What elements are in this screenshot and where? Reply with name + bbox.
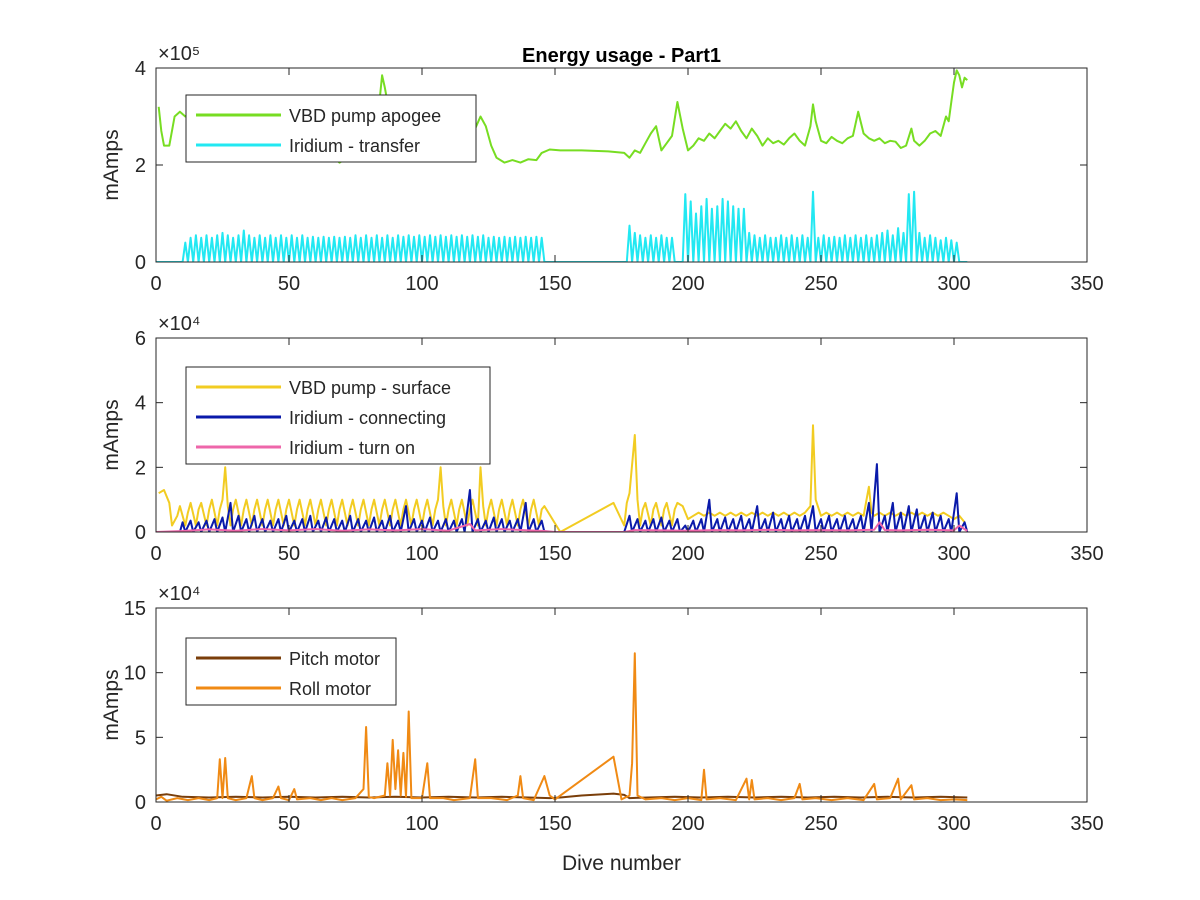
y-tick-label: 0	[135, 792, 146, 814]
series-line-3	[156, 521, 968, 532]
series-line-2	[156, 652, 968, 802]
axis-exponent: ×10⁴	[158, 583, 201, 605]
y-tick-label: 0	[135, 522, 146, 544]
x-tick-label: 350	[1070, 813, 1103, 835]
y-axis-label: mAmps	[100, 669, 123, 740]
y-tick-label: 2	[135, 155, 146, 177]
legend: Pitch motor Roll motor	[185, 637, 397, 706]
x-tick-label: 150	[538, 543, 571, 565]
y-axis-label: mAmps	[100, 129, 123, 200]
x-tick-label: 200	[671, 273, 704, 295]
x-tick-label: 150	[538, 273, 571, 295]
y-tick-label: 4	[135, 393, 146, 415]
x-tick-label: 100	[405, 543, 438, 565]
series-line-1	[156, 792, 968, 800]
legend: VBD pump apogee Iridium - transfer	[185, 94, 477, 163]
legend-label-1: VBD pump apogee	[289, 106, 441, 126]
legend-label-1: Pitch motor	[289, 649, 380, 669]
chart-panel-2: 0 50 100 150 200 250 300 350 0 2 4 6 ×10⁴ mAmps VBD pu…	[100, 313, 1104, 565]
y-tick-label: 0	[135, 252, 146, 274]
x-tick-label: 350	[1070, 273, 1103, 295]
x-tick-label: 0	[150, 543, 161, 565]
axes-box	[155, 607, 1088, 803]
x-tick-label: 50	[278, 813, 300, 835]
x-tick-label: 200	[671, 543, 704, 565]
legend-label-2: Iridium - transfer	[289, 136, 420, 156]
x-tick-label: 200	[671, 813, 704, 835]
series-line-2	[156, 190, 968, 262]
y-tick-label: 6	[135, 328, 146, 350]
y-tick-label: 5	[135, 727, 146, 749]
axis-exponent: ×10⁴	[158, 313, 201, 335]
chart-panel-1: 0 50 100 150 200 250 300 350 0 2 4 ×10⁵ mAmps Energy …	[100, 43, 1104, 295]
x-tick-label: 300	[937, 813, 970, 835]
legend-box	[185, 94, 477, 163]
x-tick-label: 350	[1070, 543, 1103, 565]
x-tick-label: 50	[278, 543, 300, 565]
series-line-1	[158, 424, 966, 532]
legend-label-2: Iridium - connecting	[289, 408, 446, 428]
legend-label-2: Roll motor	[289, 679, 371, 699]
x-tick-label: 250	[804, 273, 837, 295]
x-tick-label: 0	[150, 273, 161, 295]
x-tick-label: 300	[937, 273, 970, 295]
legend: VBD pump - surface Iridium - connecting Ir…	[185, 366, 491, 465]
x-tick-label: 50	[278, 273, 300, 295]
x-tick-label: 300	[937, 543, 970, 565]
y-tick-label: 10	[124, 663, 146, 685]
axes-box	[155, 337, 1088, 533]
legend-box	[185, 637, 397, 706]
x-tick-label: 150	[538, 813, 571, 835]
x-tick-label: 0	[150, 813, 161, 835]
y-tick-label: 2	[135, 457, 146, 479]
x-tick-label: 100	[405, 813, 438, 835]
y-tick-label: 4	[135, 58, 146, 80]
y-axis-label: mAmps	[100, 399, 123, 470]
legend-label-1: VBD pump - surface	[289, 378, 451, 398]
axis-exponent: ×10⁵	[158, 43, 200, 65]
legend-label-3: Iridium - turn on	[289, 438, 415, 458]
y-tick-label: 15	[124, 598, 146, 620]
x-tick-label: 250	[804, 813, 837, 835]
chart-title: Energy usage - Part1	[522, 45, 721, 67]
x-tick-label: 100	[405, 273, 438, 295]
x-tick-label: 250	[804, 543, 837, 565]
chart-panel-3: 0 50 100 150 200 250 300 350 0 5 10 15 ×10⁴ mAmps Dive…	[100, 583, 1104, 875]
x-axis-label: Dive number	[562, 852, 681, 875]
